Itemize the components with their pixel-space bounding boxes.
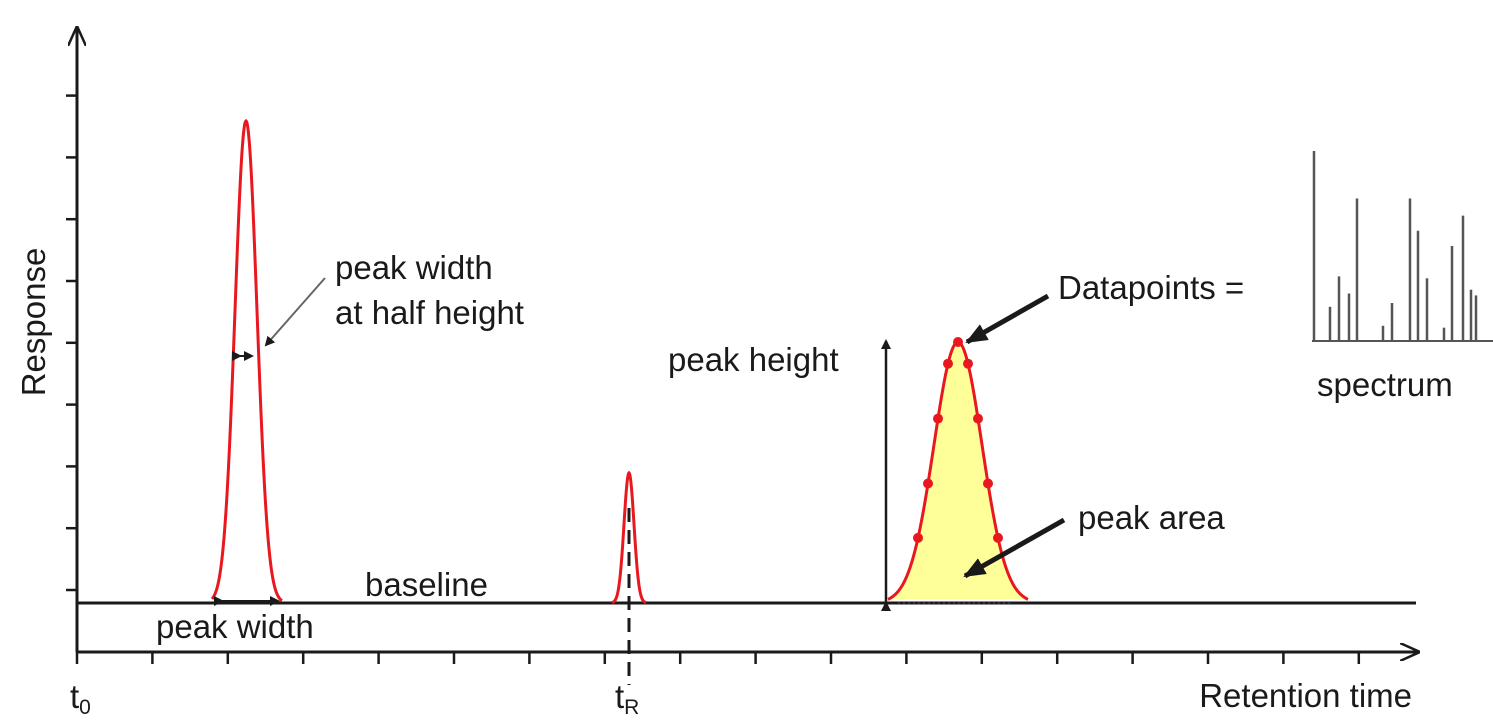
x-axis-label: Retention time [1199,677,1412,714]
baseline-label: baseline [365,566,488,603]
peak-height-label: peak height [668,341,839,378]
peak-area-fill [888,342,1028,600]
y-axis-label: Response [15,248,52,397]
peak-width-half-height-label-line2: at half height [335,294,524,331]
x-axis-ticks [75,652,1361,664]
datapoint-dot [913,532,923,543]
datapoint-dot [943,358,953,369]
datapoint-dot [973,413,983,424]
tR-label: tR [615,678,639,719]
spectrum-label: spectrum [1317,366,1453,403]
spectrum-inset [1312,151,1493,342]
peak-1-curve [210,118,283,602]
y-axis [66,28,77,652]
datapoint-dot [953,337,963,347]
y-axis-ticks [66,94,77,592]
datapoints-arrow [965,293,1050,345]
datapoints [913,337,1003,543]
datapoint-dot [923,478,933,489]
t0-label: t0 [70,678,91,719]
peak-width-half-height-label-line1: peak width [335,249,493,286]
datapoint-dot [993,532,1003,543]
peak-2-curve [611,470,647,604]
spectrum-bars [1312,151,1478,341]
peak-area-arrow [963,517,1066,579]
peak-area-label: peak area [1078,499,1225,536]
peak-width-label: peak width [156,608,314,645]
x-axis [75,652,1418,664]
datapoints-label: Datapoints = [1058,269,1244,306]
datapoint-dot [963,358,973,369]
datapoint-dot [933,413,943,424]
datapoint-dot [983,478,993,489]
half-height-pointer-line [264,277,326,347]
